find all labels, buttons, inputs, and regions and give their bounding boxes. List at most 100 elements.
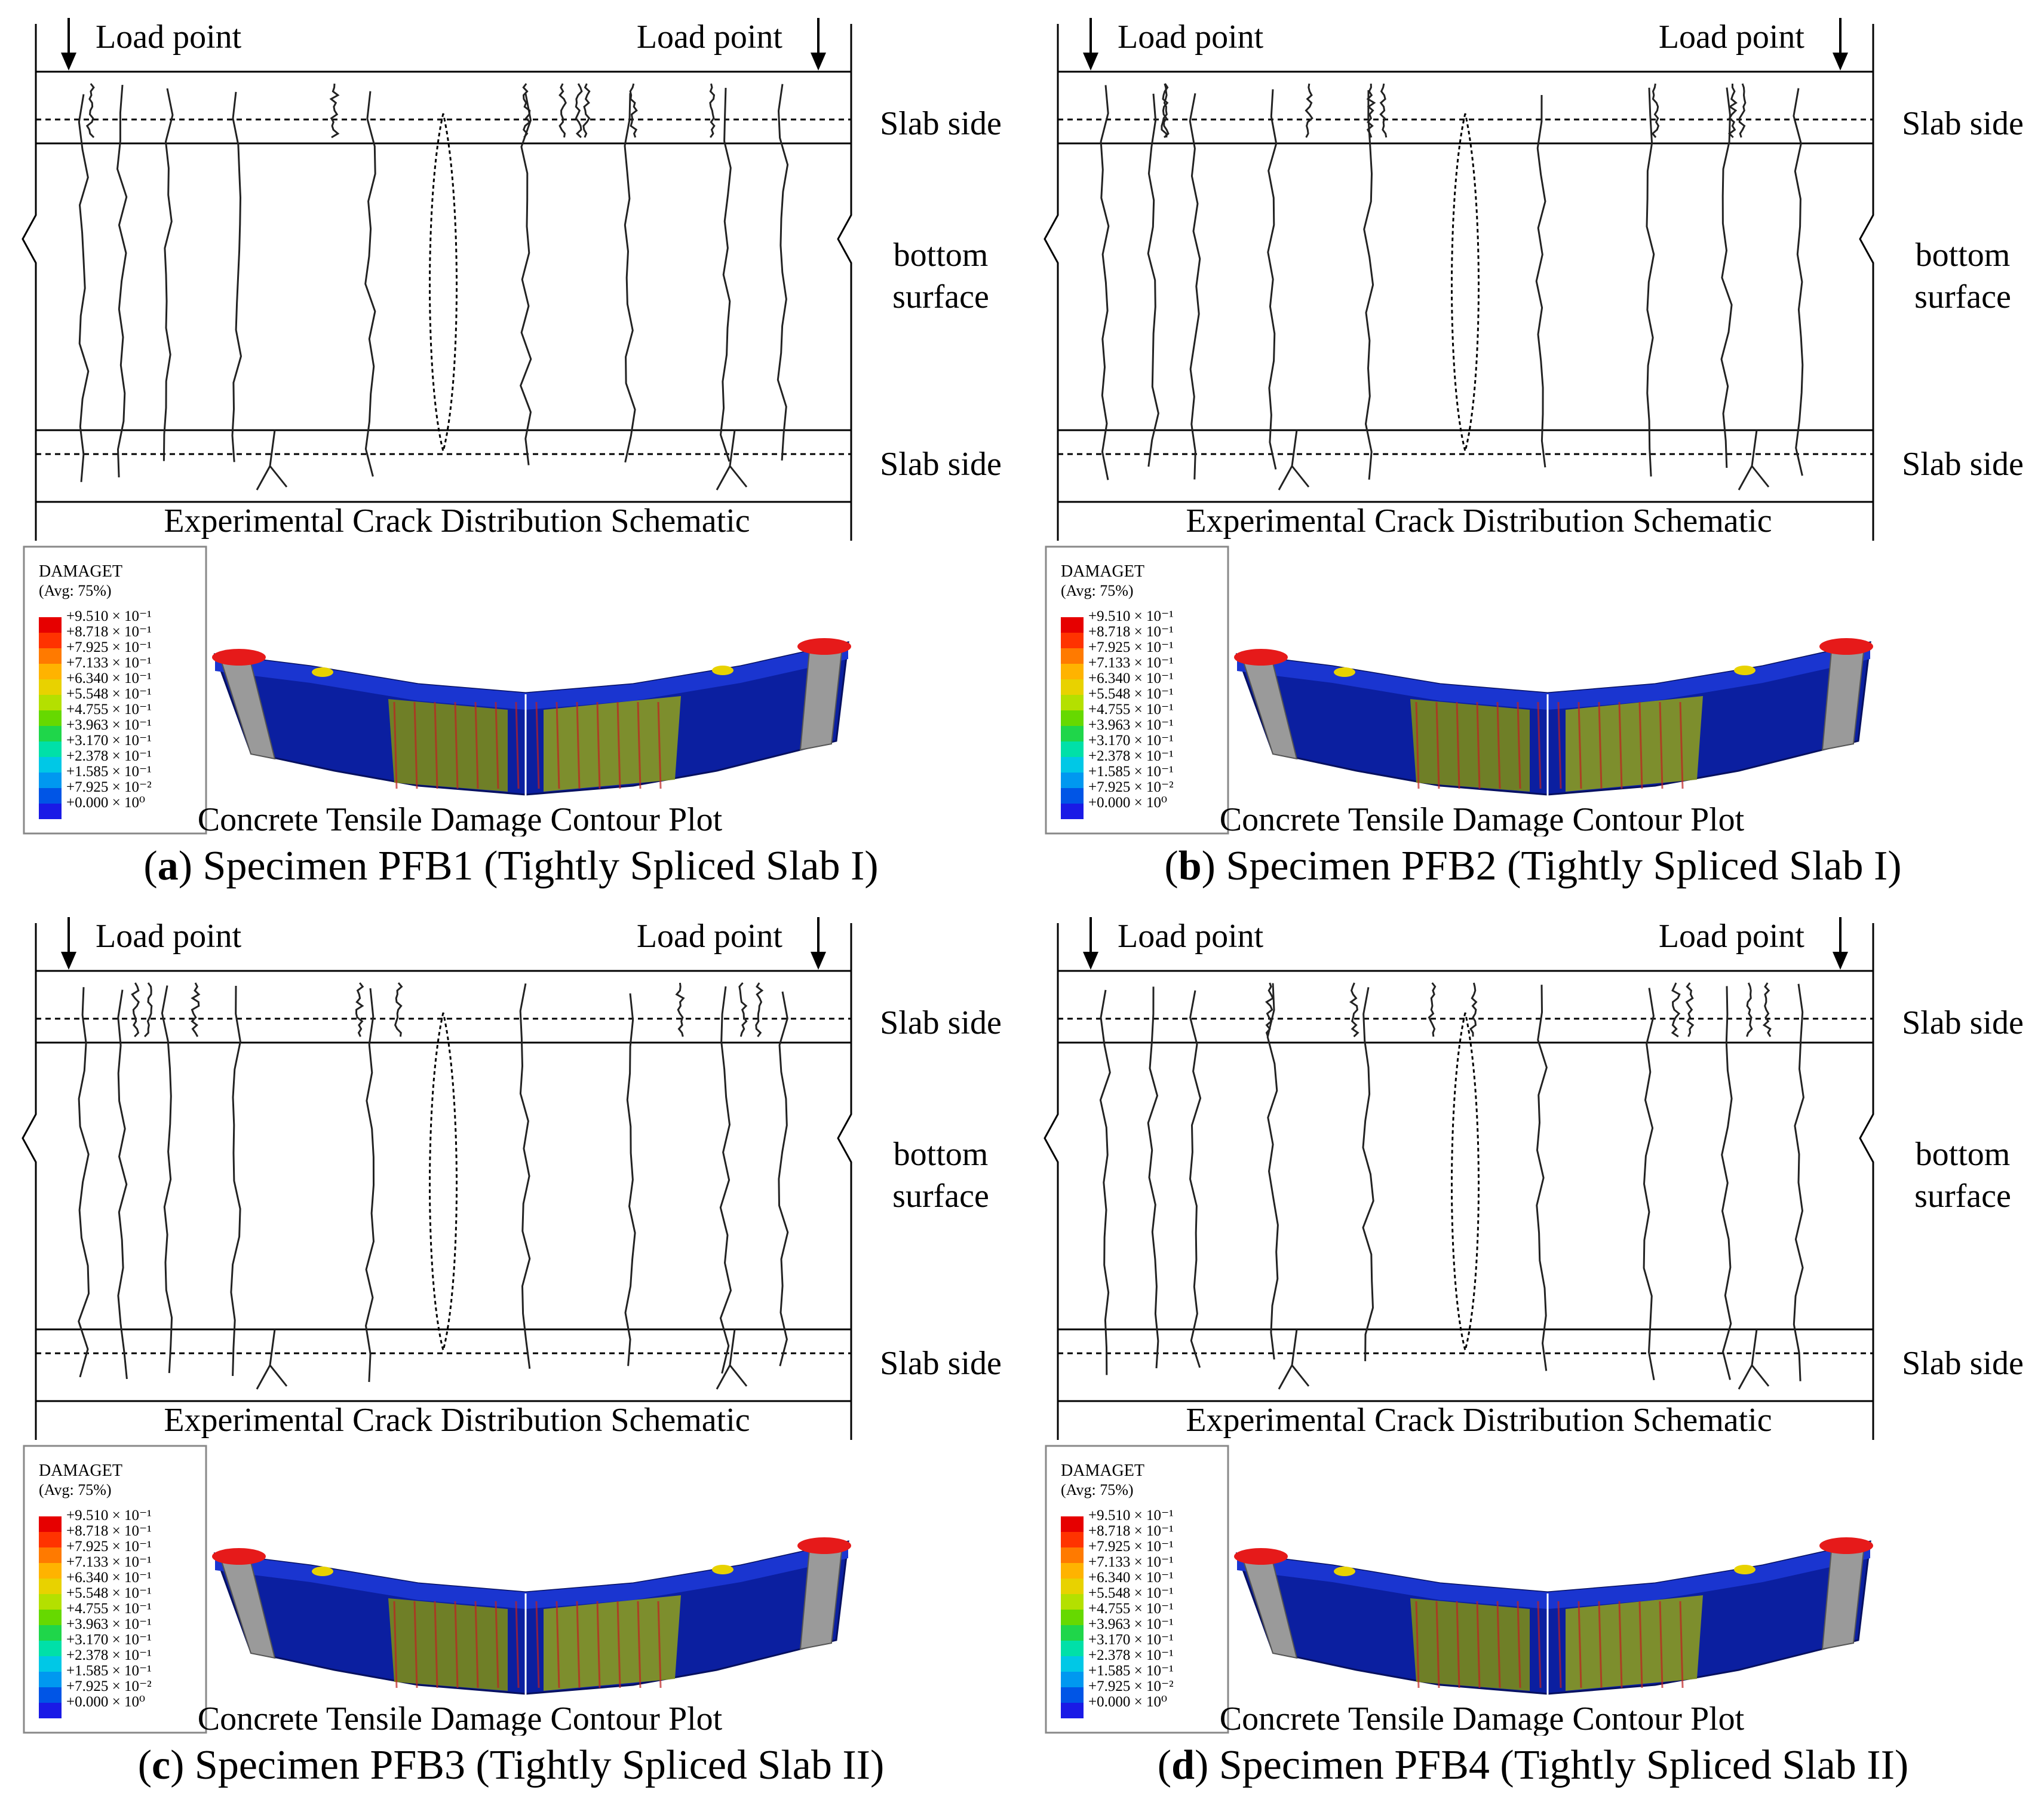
slab-side-label-bottom: Slab side: [880, 1345, 1002, 1382]
load-point-label-left: Load point: [1118, 19, 1264, 56]
surface-label: surface: [892, 1178, 989, 1215]
legend-swatch: [39, 1532, 62, 1547]
legend-title: DAMAGET: [39, 1461, 122, 1480]
legend-swatch: [1061, 1641, 1084, 1656]
contour-title: Concrete Tensile Damage Contour Plot: [1220, 801, 1745, 836]
legend-value: +7.133 × 10⁻¹: [66, 655, 152, 671]
legend-value: +2.378 × 10⁻¹: [1088, 1647, 1174, 1663]
surface-label: surface: [892, 278, 989, 315]
bottom-label: bottom: [1916, 1136, 2011, 1173]
load-point-label-right: Load point: [637, 19, 783, 56]
slab-side-label-top: Slab side: [880, 105, 1002, 142]
legend-avg: (Avg: 75%): [39, 1481, 112, 1498]
legend-value: +3.170 × 10⁻¹: [66, 733, 152, 749]
schematic-title: Experimental Crack Distribution Schemati…: [164, 502, 750, 540]
crack-schematic: Load point Load point Slab side bottom surfa…: [1044, 18, 2024, 541]
legend-value: +3.170 × 10⁻¹: [1088, 1632, 1174, 1648]
load-point-label-left: Load point: [1118, 918, 1264, 955]
panel-a: Load point Load point Slab side bottom surfa…: [0, 0, 1022, 899]
slab-side-label-bottom: Slab side: [1902, 1345, 2024, 1382]
panel-caption: (b) Specimen PFB2 (Tightly Spliced Slab …: [1164, 843, 1902, 889]
legend-value: +0.000 × 10⁰: [66, 795, 145, 811]
contour-plot: [212, 638, 851, 796]
schematic-title: Experimental Crack Distribution Schemati…: [1186, 502, 1772, 540]
panel-letter: b: [1178, 843, 1202, 889]
legend-swatch: [39, 1687, 62, 1703]
contour-title: Concrete Tensile Damage Contour Plot: [198, 1700, 723, 1736]
panel-letter: d: [1171, 1742, 1195, 1788]
legend-value: +2.378 × 10⁻¹: [66, 1647, 152, 1663]
panel-b: Load point Load point Slab side bottom surfa…: [1022, 0, 2044, 899]
crack-lines: [78, 982, 789, 1390]
legend-swatch: [1061, 1672, 1084, 1687]
legend-swatch: [39, 804, 62, 819]
panel-figure: Load point Load point Slab side bottom surfa…: [22, 917, 1002, 1737]
legend-value: +9.510 × 10⁻¹: [1088, 1507, 1174, 1524]
contour-plot: [1234, 1537, 1873, 1695]
legend-swatch: [39, 741, 62, 757]
load-point-label-right: Load point: [1659, 19, 1805, 56]
legend-avg: (Avg: 75%): [1061, 582, 1134, 599]
panel-caption: (d) Specimen PFB4 (Tightly Spliced Slab …: [1157, 1742, 1909, 1788]
legend-value: +2.378 × 10⁻¹: [66, 748, 152, 764]
legend-swatch: [39, 679, 62, 695]
legend-swatch: [39, 1625, 62, 1641]
legend-value: +5.548 × 10⁻¹: [66, 686, 152, 702]
legend-swatch: [39, 1547, 62, 1563]
bottom-label: bottom: [1916, 237, 2011, 274]
legend-swatch: [1061, 1563, 1084, 1579]
legend-swatch: [1061, 741, 1084, 757]
panel-letter: c: [152, 1742, 171, 1788]
legend-title: DAMAGET: [1061, 562, 1144, 581]
panel-caption-text: Specimen PFB3 (Tightly Spliced Slab II): [184, 1742, 885, 1788]
bottom-label: bottom: [894, 1136, 989, 1173]
legend-swatch: [1061, 1610, 1084, 1625]
legend-swatch: [39, 726, 62, 741]
legend-swatch: [1061, 1547, 1084, 1563]
splice-joint: [1451, 1012, 1480, 1354]
damage-legend: DAMAGET(Avg: 75%) +9.510 × 10⁻¹+8.718 × 1…: [1045, 545, 1229, 835]
legend-value: +7.925 × 10⁻²: [1088, 779, 1174, 795]
panel-figure: Load point Load point Slab side bottom surfa…: [1044, 18, 2024, 838]
legend-swatch: [39, 1703, 62, 1718]
legend-avg: (Avg: 75%): [39, 582, 112, 599]
legend-title: DAMAGET: [1061, 1461, 1144, 1480]
splice-joint: [429, 1012, 458, 1354]
legend-value: +3.170 × 10⁻¹: [1088, 733, 1174, 749]
legend-value: +8.718 × 10⁻¹: [66, 1523, 152, 1539]
legend-swatch: [1061, 1687, 1084, 1703]
load-point-label-left: Load point: [96, 19, 242, 56]
legend-value: +7.133 × 10⁻¹: [66, 1554, 152, 1570]
legend-value: +8.718 × 10⁻¹: [66, 624, 152, 640]
splice-joint: [429, 113, 458, 455]
panel-caption: (c) Specimen PFB3 (Tightly Spliced Slab …: [137, 1742, 885, 1788]
legend-value: +4.755 × 10⁻¹: [1088, 1601, 1174, 1617]
crack-schematic: Load point Load point Slab side bottom surfa…: [1044, 917, 2024, 1440]
legend-avg: (Avg: 75%): [1061, 1481, 1134, 1498]
damage-legend: DAMAGET(Avg: 75%) +9.510 × 10⁻¹+8.718 × 1…: [23, 1445, 207, 1734]
damage-legend: DAMAGET(Avg: 75%) +9.510 × 10⁻¹+8.718 × 1…: [23, 545, 207, 835]
legend-swatch: [1061, 648, 1084, 664]
legend-value: +3.963 × 10⁻¹: [1088, 1616, 1174, 1632]
legend-swatch: [1061, 1516, 1084, 1532]
legend-value: +5.548 × 10⁻¹: [1088, 1585, 1174, 1601]
legend-swatch: [1061, 1594, 1084, 1610]
legend-swatch: [1061, 633, 1084, 648]
legend-value: +7.925 × 10⁻¹: [66, 639, 152, 655]
legend-value: +7.925 × 10⁻¹: [66, 1539, 152, 1555]
legend-value: +9.510 × 10⁻¹: [66, 608, 152, 624]
slab-side-label-bottom: Slab side: [1902, 446, 2024, 483]
slab-side-label-top: Slab side: [1902, 105, 2024, 142]
crack-lines: [78, 83, 789, 491]
legend-swatch: [39, 695, 62, 710]
legend-swatch: [1061, 710, 1084, 726]
contour-title: Concrete Tensile Damage Contour Plot: [1220, 1700, 1745, 1736]
legend-swatch: [39, 617, 62, 633]
legend-value: +0.000 × 10⁰: [1088, 1694, 1167, 1710]
legend-value: +0.000 × 10⁰: [66, 1694, 145, 1710]
legend-value: +7.925 × 10⁻¹: [1088, 1539, 1174, 1555]
legend-swatch: [1061, 1579, 1084, 1594]
panel-caption: (a) Specimen PFB1 (Tightly Spliced Slab …: [143, 843, 879, 889]
legend-swatch: [39, 1594, 62, 1610]
load-point-label-right: Load point: [1659, 918, 1805, 955]
